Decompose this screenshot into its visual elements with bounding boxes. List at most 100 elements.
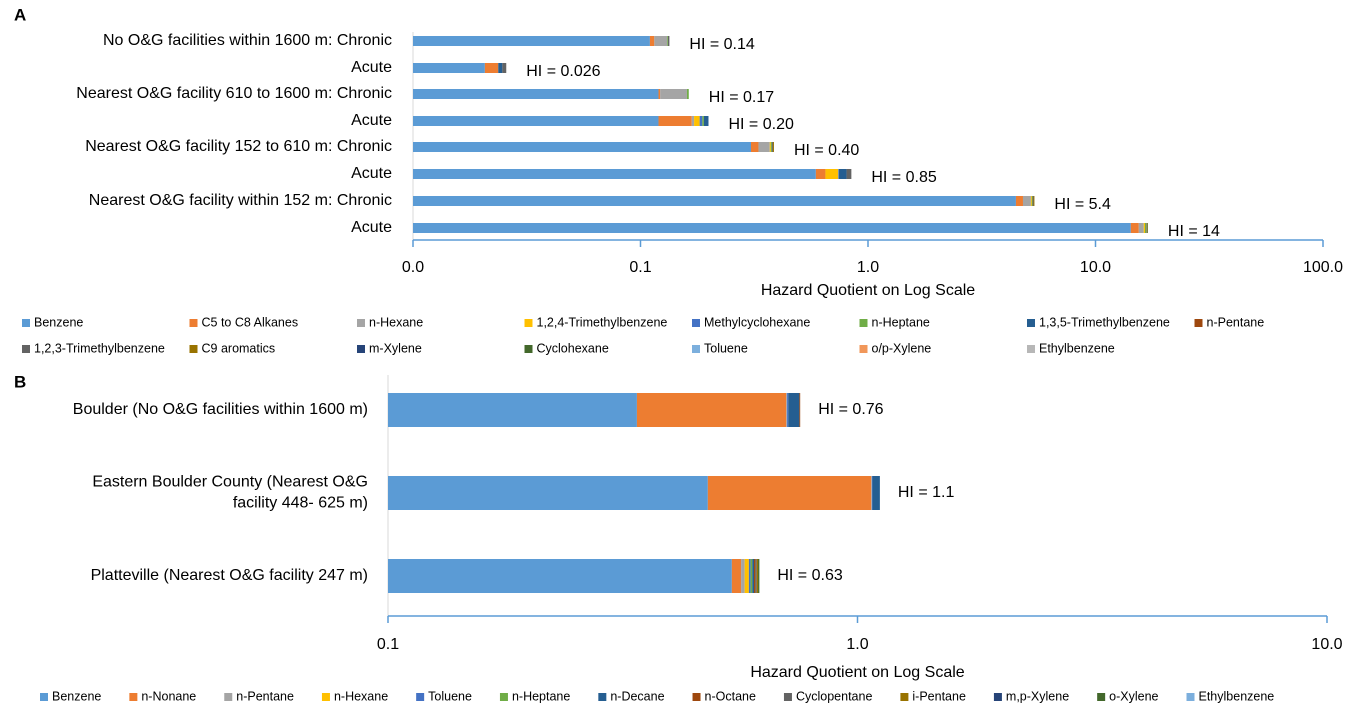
bar-segment	[825, 169, 839, 179]
bar-segment	[752, 559, 755, 593]
legend-swatch	[357, 319, 365, 327]
legend-label: n-Decane	[610, 689, 664, 703]
legend-label: C9 aromatics	[202, 341, 276, 355]
bar-segment	[660, 89, 687, 99]
bar-segment	[1143, 223, 1145, 233]
x-tick-label: 1.0	[846, 636, 868, 653]
legend-label: n-Nonane	[141, 689, 196, 703]
hi-annotation: HI = 0.40	[794, 142, 859, 159]
legend-label: n-Octane	[705, 689, 756, 703]
bar-segment	[413, 116, 659, 126]
category-label: Acute	[351, 165, 392, 182]
category-label: Nearest O&G facility 610 to 1600 m: Chro…	[76, 85, 392, 102]
x-tick-label: 10.0	[1311, 636, 1342, 653]
legend-swatch	[692, 345, 700, 353]
bar-segment	[846, 169, 852, 179]
bar-segment	[707, 476, 872, 510]
legend-label: Cyclohexane	[537, 341, 609, 355]
bar-segment	[413, 36, 650, 46]
legend-swatch	[859, 319, 868, 327]
bar-segment	[667, 36, 670, 46]
legend-label: 1,2,3-Trimethylbenzene	[34, 341, 165, 355]
bar-segment	[649, 36, 655, 46]
legend-swatch	[692, 319, 700, 327]
x-axis-title: Hazard Quotient on Log Scale	[761, 282, 975, 299]
legend-label: Cyclopentane	[796, 689, 872, 703]
legend-label: Toluene	[428, 689, 472, 703]
hi-annotation: HI = 0.63	[777, 567, 842, 584]
bar-segment	[748, 559, 751, 593]
legend-label: n-Heptane	[872, 315, 930, 329]
bar-segment	[786, 393, 788, 427]
bar-segment	[699, 116, 703, 126]
legend-swatch	[1027, 319, 1035, 327]
bar-segment	[1030, 196, 1032, 206]
category-label: Acute	[351, 219, 392, 236]
bar-segment	[413, 196, 1016, 206]
legend-swatch	[224, 693, 233, 701]
hi-annotation: HI = 1.1	[898, 484, 955, 501]
legend-label: 1,3,5-Trimethylbenzene	[1039, 315, 1170, 329]
bar-segment	[694, 116, 700, 126]
legend-label: m-Xylene	[369, 341, 422, 355]
legend-swatch	[189, 319, 198, 327]
hi-annotation: HI = 0.14	[689, 36, 754, 53]
legend-label: m,p-Xylene	[1006, 689, 1069, 703]
bar-segment	[413, 142, 752, 152]
category-label: Nearest O&G facility within 152 m: Chron…	[89, 192, 392, 209]
x-axis-title: Hazard Quotient on Log Scale	[750, 664, 964, 681]
legend-label: Methylcyclohexane	[704, 315, 810, 329]
category-label: Nearest O&G facility 152 to 610 m: Chron…	[85, 138, 392, 155]
bar-segment	[755, 559, 757, 593]
bar-segment	[758, 559, 760, 593]
legend-swatch	[1186, 693, 1195, 701]
bar-segment	[1147, 223, 1148, 233]
bar-segment	[413, 89, 659, 99]
bar-segment	[1130, 223, 1139, 233]
legend-swatch	[321, 693, 330, 701]
legend-swatch	[1027, 345, 1035, 353]
legend-swatch	[900, 693, 909, 701]
x-tick-label: 100.0	[1303, 259, 1343, 276]
bar-segment	[838, 169, 839, 179]
legend-label: Toluene	[704, 341, 748, 355]
hi-annotation: HI = 0.85	[871, 169, 936, 186]
bar-segment	[1144, 223, 1147, 233]
bar-segment	[799, 393, 801, 427]
bar-segment	[838, 169, 847, 179]
legend-swatch	[22, 319, 30, 327]
bar-segment	[756, 559, 759, 593]
bar-segment	[1146, 223, 1148, 233]
legend-swatch	[598, 693, 607, 701]
bar-segment	[658, 89, 661, 99]
legend-swatch	[129, 693, 138, 701]
hi-annotation: HI = 0.76	[818, 401, 883, 418]
bar-segment	[413, 63, 485, 73]
panel-label: B	[14, 372, 26, 391]
bar-segment	[1033, 196, 1035, 206]
legend-label: 1,2,4-Trimethylbenzene	[537, 315, 668, 329]
bar-segment	[654, 36, 668, 46]
bar-segment	[772, 142, 774, 152]
legend-swatch	[859, 345, 868, 353]
legend-label: C5 to C8 Alkanes	[202, 315, 299, 329]
category-label: Boulder (No O&G facilities within 1600 m…	[73, 401, 368, 418]
bar-segment	[691, 116, 695, 126]
legend-label: o/p-Xylene	[872, 341, 932, 355]
bar-segment	[636, 393, 787, 427]
bar-segment	[413, 169, 816, 179]
bar-segment	[667, 36, 668, 46]
legend-label: Ethylbenzene	[1199, 689, 1275, 703]
legend-swatch	[22, 345, 30, 353]
hi-annotation: HI = 0.17	[709, 89, 774, 106]
legend-label: n-Hexane	[334, 689, 388, 703]
category-label: No O&G facilities within 1600 m: Chronic	[103, 32, 392, 49]
legend-label: n-Pentane	[236, 689, 294, 703]
legend-swatch	[189, 345, 198, 353]
bar-segment	[872, 476, 880, 510]
bar-segment	[771, 142, 773, 152]
bar-segment	[769, 142, 771, 152]
x-tick-label: 0.1	[629, 259, 651, 276]
bar-segment	[686, 89, 689, 99]
legend-swatch	[1194, 319, 1203, 327]
